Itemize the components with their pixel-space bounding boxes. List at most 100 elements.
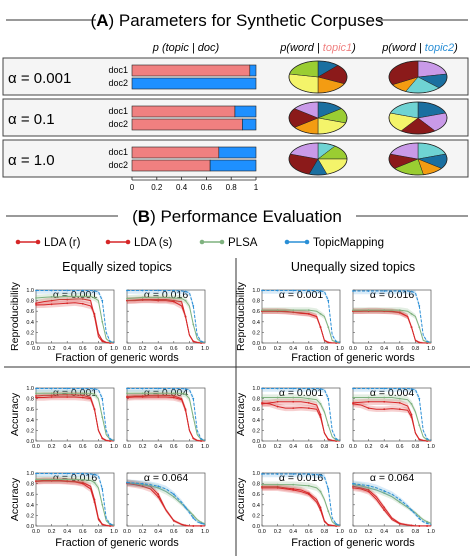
y-tick-label: 0.0 (252, 524, 260, 530)
series-point (261, 401, 263, 404)
series-band (353, 480, 431, 526)
series-point (66, 393, 69, 396)
series-band (262, 308, 340, 343)
plot-title: α = 0.004 (370, 387, 414, 399)
series-point (319, 388, 322, 390)
series-point (307, 289, 310, 292)
series-point (327, 424, 330, 426)
series-point (398, 401, 401, 404)
series-point (81, 387, 84, 390)
plot-frame (352, 289, 432, 344)
x-tick-label: 0.0 (123, 346, 131, 352)
series-point (66, 289, 69, 292)
series-point (426, 340, 428, 343)
series-point (307, 401, 310, 404)
y-tick-label: 1.0 (26, 288, 34, 294)
series-line (352, 403, 431, 442)
series-line (126, 482, 206, 525)
pie-outline (288, 101, 348, 135)
series-point (126, 392, 128, 395)
series-point (292, 396, 295, 399)
y-tick-label: 0.0 (252, 439, 260, 445)
y-tick-label: 0.4 (252, 320, 260, 326)
legend-marker (105, 239, 111, 245)
series-point (109, 437, 111, 440)
series-point (126, 297, 128, 300)
line-plot: α = 0.016 0.0 0.2 0.4 0.6 0.8 1.0 (349, 289, 435, 352)
series-point (261, 473, 263, 475)
series-point (292, 387, 295, 390)
series-point (172, 395, 175, 397)
series-point (101, 416, 104, 419)
series-point (157, 495, 160, 498)
series-point (383, 400, 386, 403)
y-tick-label: 1.0 (252, 471, 260, 477)
plot-title: α = 0.016 (279, 472, 323, 484)
pie-outline (388, 60, 448, 94)
series-line (262, 473, 341, 526)
y-tick-label: 0.0 (26, 439, 34, 445)
bar-topic2 (249, 64, 257, 77)
series-point (200, 440, 203, 442)
x-tick-label: 1.0 (336, 346, 344, 352)
series-point (327, 524, 330, 526)
x-tick-label: 0.4 (289, 529, 297, 535)
series-point (352, 482, 354, 485)
series-point (141, 296, 144, 299)
legend-marker (125, 239, 131, 245)
x-tick-label: 0.4 (289, 444, 297, 450)
bar-x-tick-label: 0.4 (176, 183, 188, 192)
series-point (93, 297, 96, 299)
x-tick-label: 0.0 (349, 346, 357, 352)
x-tick-label: 0.4 (63, 529, 71, 535)
series-point (276, 400, 279, 403)
y-tick-label: 0.8 (252, 482, 260, 488)
series-point (307, 397, 310, 400)
series-point (383, 490, 386, 492)
series-point (426, 525, 428, 527)
series-point (126, 396, 128, 399)
y-tick-label: 0.0 (26, 341, 34, 347)
legend-marker (35, 239, 41, 245)
series-point (367, 387, 370, 390)
x-tick-label: 1.0 (110, 346, 118, 352)
x-tick-label: 0.0 (123, 444, 131, 450)
series-point (418, 305, 421, 307)
series-point (398, 290, 401, 292)
bar-x-tick-label: 1 (254, 183, 259, 192)
series-point (410, 290, 413, 293)
series-point (319, 490, 322, 493)
series-point (276, 405, 279, 408)
pie-topic2 (388, 142, 448, 176)
series-point (418, 438, 421, 441)
x-tick-label: 0.6 (79, 529, 87, 535)
series-point (261, 483, 263, 486)
series-point (319, 290, 322, 292)
series-point (35, 472, 37, 475)
bar-x-tick-label: 0.8 (226, 183, 238, 192)
series-point (200, 437, 203, 440)
series-point (50, 299, 53, 302)
series-point (66, 478, 69, 481)
series-band (262, 484, 340, 526)
alpha-label: α = 0.001 (8, 70, 71, 87)
y-axis-label: Reproducibility (235, 281, 247, 351)
series-band (262, 308, 340, 343)
series-point (261, 486, 263, 489)
series-line (262, 290, 341, 343)
series-point (109, 525, 111, 527)
series-point (200, 522, 203, 525)
plot-frame (352, 472, 432, 527)
series-point (410, 403, 413, 405)
series-point (276, 289, 279, 292)
y-tick-label: 0.4 (252, 503, 260, 509)
series-point (126, 299, 128, 302)
x-tick-label: 0.2 (139, 529, 147, 535)
series-point (172, 392, 175, 395)
doc2-label: doc2 (108, 78, 128, 88)
series-point (410, 413, 413, 416)
series-point (327, 326, 330, 328)
y-tick-label: 0.4 (26, 503, 34, 509)
series-band (262, 394, 340, 441)
